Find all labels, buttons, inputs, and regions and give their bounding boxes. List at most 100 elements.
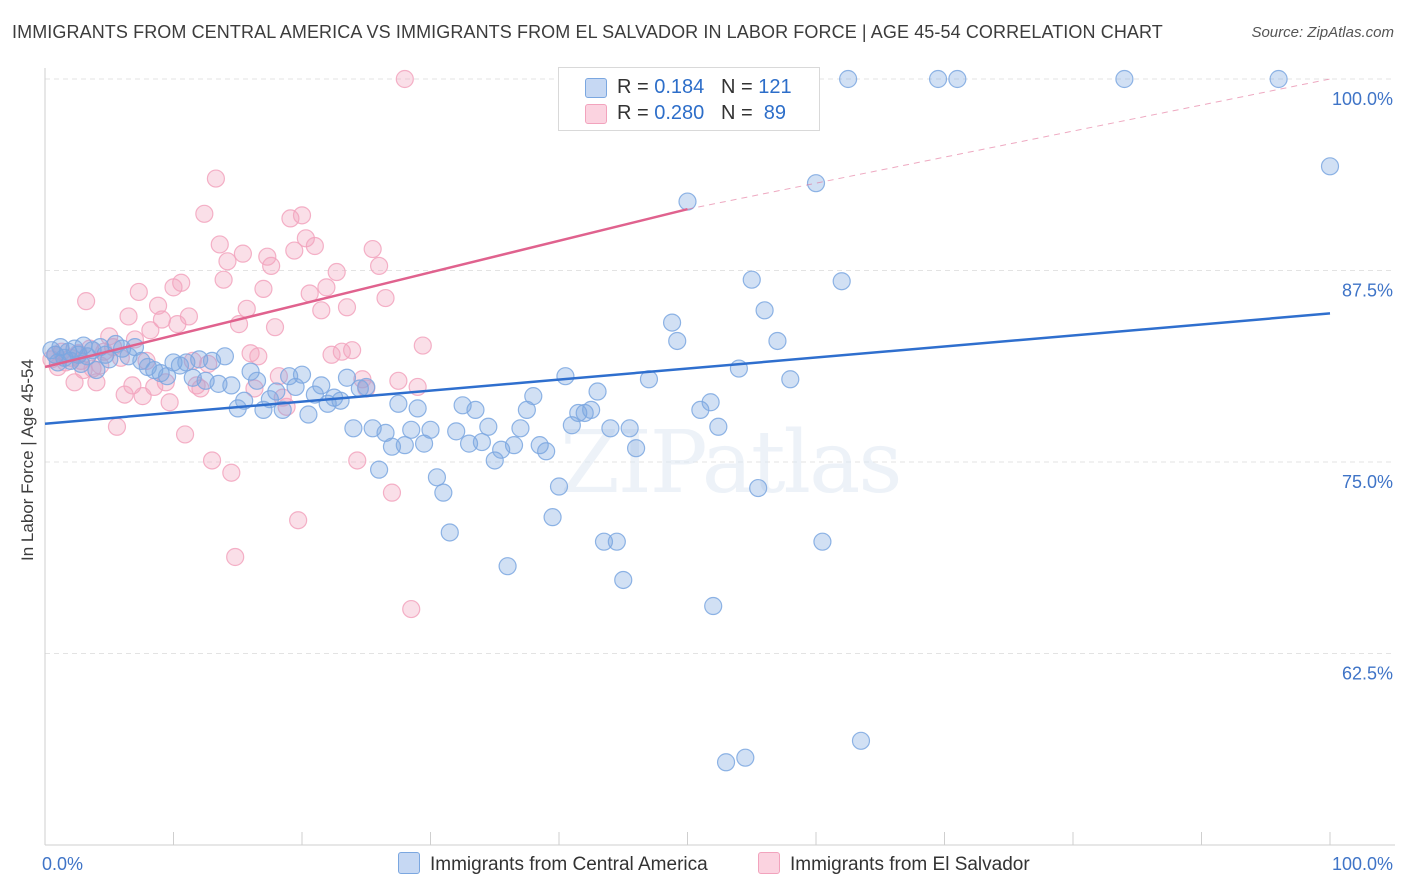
central-america-point bbox=[485, 451, 504, 470]
central-america-point bbox=[305, 385, 324, 404]
legend-n-value-central-america: 121 bbox=[758, 76, 792, 98]
el-salvador-point bbox=[77, 292, 96, 311]
central-america-point bbox=[537, 442, 556, 461]
y-tick-label: 75.0% bbox=[1342, 472, 1393, 492]
central-america-point bbox=[511, 419, 530, 438]
central-america-point bbox=[447, 422, 466, 441]
el-salvador-point bbox=[269, 367, 288, 386]
central-america-point bbox=[331, 391, 350, 410]
central-america-point bbox=[709, 417, 728, 436]
y-tick-label: 62.5% bbox=[1342, 664, 1393, 684]
central-america-point bbox=[337, 368, 357, 387]
el-salvador-point bbox=[115, 385, 134, 404]
central-america-point bbox=[440, 523, 459, 542]
central-america-point bbox=[498, 557, 517, 576]
el-salvador-point bbox=[222, 463, 241, 482]
el-salvador-point bbox=[317, 278, 336, 297]
central-america-point bbox=[588, 382, 607, 401]
el-salvador-point bbox=[370, 256, 389, 276]
central-america-point bbox=[222, 376, 241, 395]
central-america-point bbox=[395, 436, 414, 455]
central-america-point bbox=[504, 436, 524, 455]
el-salvador-point bbox=[322, 345, 341, 364]
central-america-point bbox=[543, 508, 562, 527]
central-america-point bbox=[427, 468, 447, 487]
central-america-point bbox=[273, 400, 292, 420]
x-tick-label: 0.0% bbox=[42, 854, 83, 874]
el-salvador-point bbox=[218, 252, 237, 271]
trend-lines bbox=[44, 78, 1331, 425]
el-salvador-point bbox=[214, 270, 233, 289]
bottom-legend-el-salvador: Immigrants from El Salvador bbox=[758, 852, 1030, 876]
legend-r-label: R = bbox=[617, 102, 649, 124]
central-america-point bbox=[691, 400, 710, 420]
trend-line-el-salvador bbox=[44, 208, 688, 369]
central-america-point bbox=[620, 419, 639, 438]
central-america-point bbox=[832, 272, 851, 291]
el-salvador-point bbox=[119, 307, 138, 326]
el-salvador-point bbox=[376, 288, 395, 308]
el-salvador-point bbox=[137, 351, 156, 370]
central-america-point bbox=[408, 399, 427, 418]
legend-n-label: N = bbox=[720, 102, 753, 124]
central-america-point bbox=[479, 417, 498, 436]
central-america-point bbox=[806, 174, 826, 193]
x-tick-label: 100.0% bbox=[1332, 854, 1393, 874]
el-salvador-point bbox=[179, 307, 199, 326]
central-america-point bbox=[582, 400, 601, 420]
el-salvador-point bbox=[395, 69, 414, 89]
central-america-point bbox=[556, 367, 575, 386]
central-america-point bbox=[781, 370, 800, 389]
grid-lines bbox=[45, 78, 1395, 654]
el-salvador-point bbox=[152, 310, 172, 329]
central-america-point bbox=[370, 460, 389, 479]
el-salvador-point bbox=[249, 347, 268, 366]
central-america-point bbox=[607, 532, 626, 551]
el-salvador-point bbox=[210, 235, 229, 254]
series-el-salvador-points bbox=[42, 69, 432, 619]
el-salvador-point bbox=[389, 371, 408, 390]
el-salvador-point bbox=[258, 247, 277, 266]
el-salvador-point bbox=[129, 282, 148, 302]
el-salvador-point bbox=[206, 169, 226, 188]
central-america-point bbox=[851, 731, 871, 750]
el-salvador-point bbox=[281, 209, 300, 228]
central-america-point bbox=[434, 483, 453, 502]
el-salvador-point bbox=[312, 301, 331, 320]
legend-swatch-el-salvador bbox=[585, 104, 607, 124]
central-america-point bbox=[1269, 69, 1288, 89]
el-salvador-point bbox=[327, 262, 346, 282]
central-america-point bbox=[357, 377, 376, 397]
el-salvador-point bbox=[226, 547, 245, 567]
el-salvador-point bbox=[175, 425, 195, 444]
central-america-point bbox=[614, 570, 633, 590]
central-america-point bbox=[247, 371, 267, 390]
el-salvador-point bbox=[343, 341, 362, 360]
correlation-legend: R = 0.184 N = 121 R = 0.280 N = 89 bbox=[558, 67, 820, 131]
central-america-point bbox=[472, 432, 491, 452]
y-tick-label: 87.5% bbox=[1342, 281, 1393, 301]
central-america-point bbox=[389, 394, 408, 413]
el-salvador-point bbox=[348, 451, 367, 470]
central-america-point bbox=[312, 376, 331, 395]
central-america-point bbox=[292, 365, 312, 384]
central-america-point bbox=[668, 331, 687, 351]
series-central-america-points bbox=[42, 69, 1340, 772]
legend-r-label: R = bbox=[617, 76, 649, 98]
el-salvador-point bbox=[254, 279, 273, 298]
watermark: ZIPatlas bbox=[560, 413, 900, 513]
central-america-point bbox=[235, 391, 254, 410]
central-america-point bbox=[267, 382, 286, 401]
central-america-point bbox=[215, 347, 234, 366]
el-salvador-point bbox=[413, 336, 432, 355]
central-america-point bbox=[549, 477, 569, 496]
el-salvador-point bbox=[285, 241, 304, 260]
central-america-point bbox=[813, 532, 832, 551]
central-america-point bbox=[626, 439, 646, 458]
el-salvador-point bbox=[160, 393, 179, 412]
central-america-point bbox=[1115, 69, 1134, 89]
central-america-point bbox=[704, 596, 723, 616]
central-america-point bbox=[87, 360, 106, 380]
tick-labels: 62.5% 75.0% 87.5% 100.0% 0.0% 100.0% bbox=[42, 89, 1393, 874]
